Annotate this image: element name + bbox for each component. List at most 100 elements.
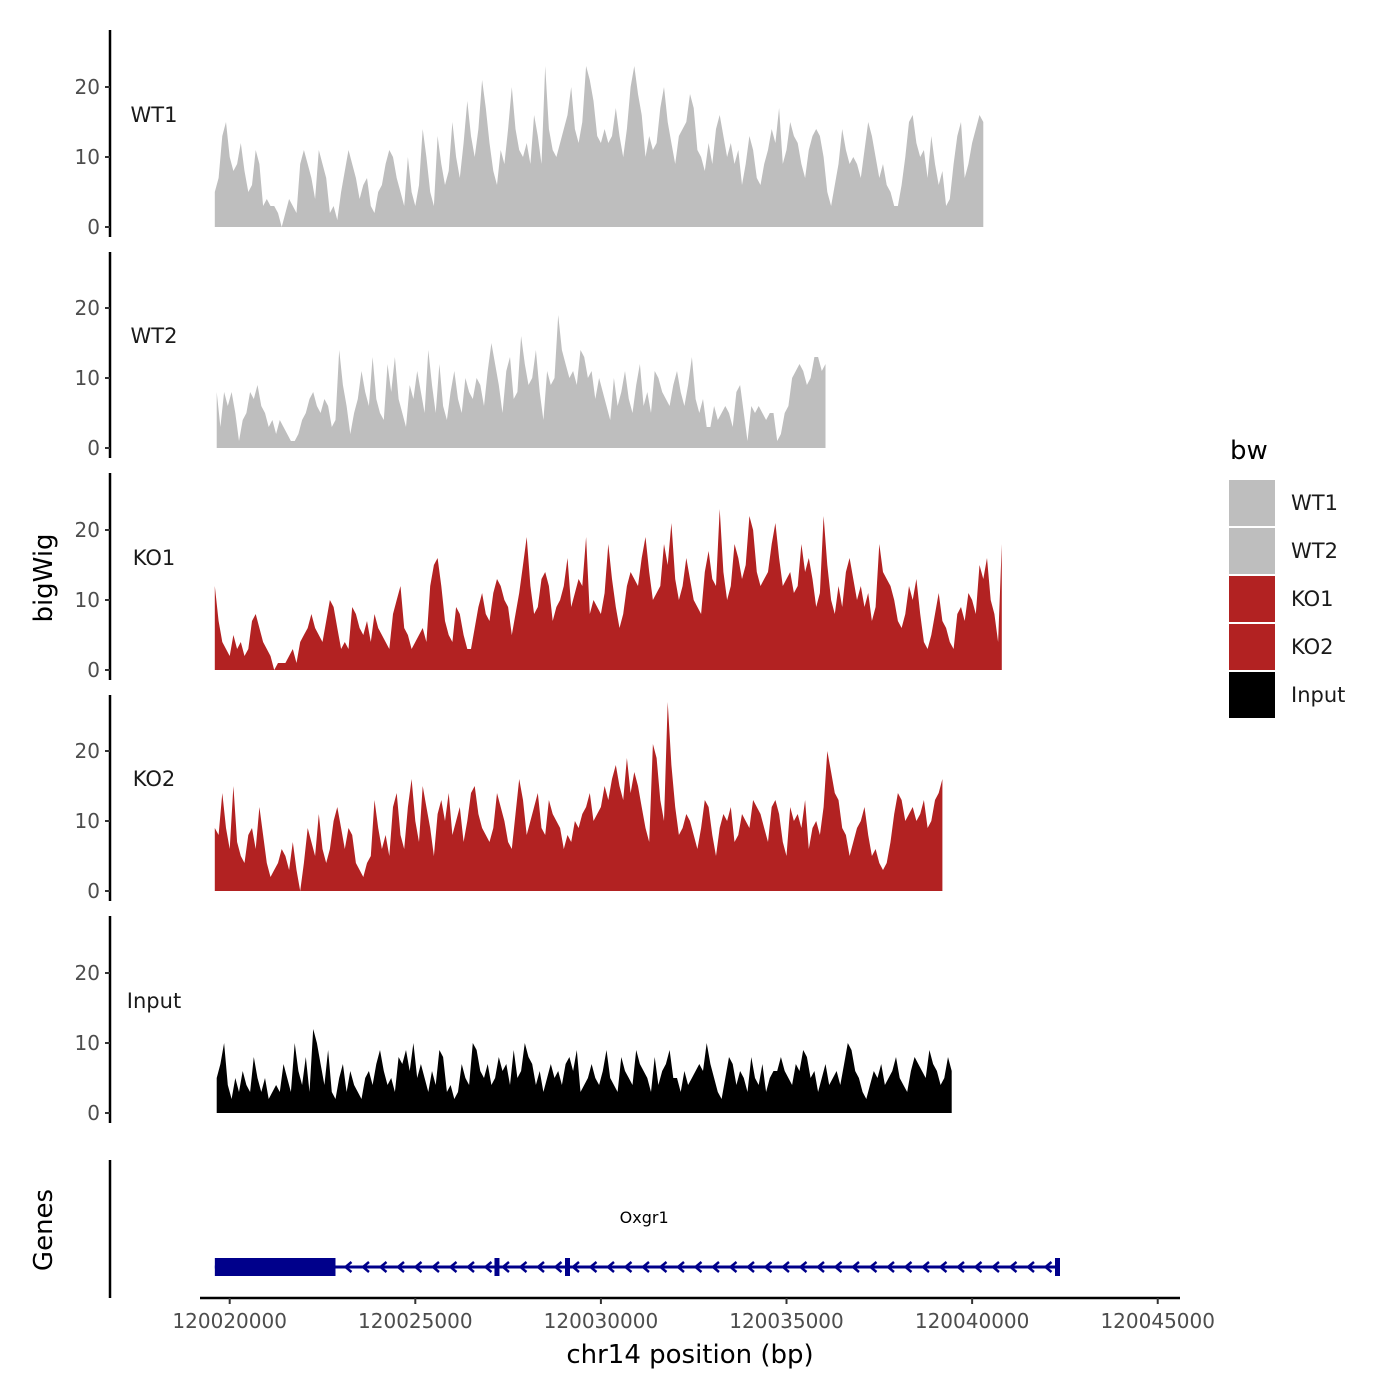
- strand-arrow-icon: [571, 1261, 580, 1273]
- x-axis-title: chr14 position (bp): [566, 1340, 813, 1370]
- coverage-area-ko2: [214, 702, 943, 891]
- x-tick-label: 120045000: [1100, 1309, 1215, 1333]
- strand-arrow-icon: [728, 1261, 738, 1273]
- y-axis-title: bigWig: [29, 533, 59, 622]
- strand-arrow-icon: [886, 1261, 895, 1273]
- coverage-area-ko1: [214, 509, 1002, 670]
- legend-key-wt2: [1229, 528, 1275, 574]
- strand-arrow-icon: [1043, 1261, 1053, 1273]
- legend-title: bw: [1230, 436, 1268, 466]
- gene-exon-mark: [1055, 1258, 1060, 1276]
- track-label: WT1: [131, 103, 178, 127]
- strand-arrow-icon: [536, 1261, 545, 1273]
- strand-arrow-icon: [816, 1261, 825, 1273]
- strand-arrow-icon: [763, 1261, 773, 1273]
- strand-arrow-icon: [588, 1261, 598, 1273]
- genes-axis-title: Genes: [29, 1189, 59, 1271]
- legend-key-ko1: [1229, 576, 1275, 622]
- x-tick-label: 120035000: [729, 1309, 844, 1333]
- strand-arrow-icon: [833, 1261, 843, 1273]
- strand-arrow-icon: [781, 1261, 790, 1273]
- legend: bw WT1 WT2 KO1 KO2 Input: [1229, 436, 1345, 718]
- y-tick-label: 20: [75, 518, 100, 542]
- legend-label: WT2: [1291, 539, 1338, 563]
- track-ko1: 0 10 20 KO1: [75, 473, 1002, 682]
- track-wt1: 0 10 20 WT1: [75, 30, 984, 239]
- x-tick-label: 120020000: [172, 1309, 287, 1333]
- strand-arrow-icon: [676, 1261, 685, 1273]
- strand-arrow-icon: [903, 1261, 913, 1273]
- legend-label: KO2: [1291, 635, 1334, 659]
- strand-arrow-icon: [1026, 1261, 1035, 1273]
- strand-arrow-icon: [378, 1261, 388, 1273]
- y-tick-label: 0: [87, 1101, 100, 1125]
- strand-arrow-icon: [1008, 1261, 1018, 1273]
- legend-label: KO1: [1291, 587, 1334, 611]
- strand-arrow-icon: [746, 1261, 755, 1273]
- y-tick-label: 20: [75, 961, 100, 985]
- track-wt2: 0 10 20 WT2: [75, 252, 826, 460]
- strand-arrow-icon: [553, 1261, 563, 1273]
- y-tick-label: 0: [87, 436, 100, 460]
- genes-track: Oxgr1: [108, 1160, 1060, 1298]
- x-tick-label: 120040000: [915, 1309, 1030, 1333]
- x-tick-label: 120025000: [358, 1309, 473, 1333]
- y-tick-label: 0: [87, 215, 100, 239]
- y-tick-label: 10: [75, 366, 100, 390]
- tracks-area: 0 10 20 WT1 0 10 20 WT2 0 10 20 KO1 0 10 20 KO2 0 10 20 Inp…: [75, 30, 1002, 1125]
- strand-arrow-icon: [711, 1261, 720, 1273]
- y-tick-label: 20: [75, 296, 100, 320]
- x-tick-label: 120030000: [544, 1309, 659, 1333]
- legend-label: WT1: [1291, 491, 1338, 515]
- track-label: KO2: [133, 767, 176, 791]
- strand-arrow-icon: [973, 1261, 983, 1273]
- strand-arrow-icon: [466, 1261, 475, 1273]
- y-tick-label: 20: [75, 75, 100, 99]
- strand-arrow-icon: [851, 1261, 860, 1273]
- gene-exon-block: [214, 1258, 336, 1276]
- gene-exon-mark: [494, 1258, 500, 1276]
- x-axis: 120020000 120025000 120030000 120035000 1200…: [172, 1296, 1215, 1333]
- y-tick-label: 10: [75, 588, 100, 612]
- y-tick-label: 10: [75, 1031, 100, 1055]
- strand-arrow-icon: [991, 1261, 1000, 1273]
- strand-arrow-icon: [868, 1261, 878, 1273]
- coverage-area-wt1: [214, 66, 984, 227]
- legend-key-ko2: [1229, 624, 1275, 670]
- gene-exon-mark: [565, 1258, 570, 1276]
- legend-label: Input: [1291, 683, 1345, 707]
- strand-arrow-icon: [693, 1261, 703, 1273]
- y-tick-label: 10: [75, 809, 100, 833]
- strand-arrow-icon: [623, 1261, 633, 1273]
- legend-key-input: [1229, 672, 1275, 718]
- y-tick-label: 10: [75, 145, 100, 169]
- strand-arrow-icon: [361, 1261, 370, 1273]
- strand-arrow-icon: [448, 1261, 458, 1273]
- strand-arrow-icon: [921, 1261, 930, 1273]
- track-label: KO1: [133, 546, 176, 570]
- y-tick-label: 20: [75, 739, 100, 763]
- coverage-area-input: [216, 1029, 952, 1113]
- strand-arrow-icon: [431, 1261, 440, 1273]
- track-label: WT2: [131, 324, 178, 348]
- strand-arrow-icon: [606, 1261, 615, 1273]
- track-label: Input: [127, 989, 181, 1013]
- strand-arrow-icon: [396, 1261, 405, 1273]
- track-input: 0 10 20 Input: [75, 916, 952, 1125]
- strand-arrow-icon: [641, 1261, 650, 1273]
- strand-arrow-icon: [938, 1261, 948, 1273]
- strand-arrow-icon: [658, 1261, 668, 1273]
- coverage-area-wt2: [216, 315, 826, 448]
- y-tick-label: 0: [87, 879, 100, 903]
- legend-key-wt1: [1229, 480, 1275, 526]
- strand-arrow-icon: [501, 1261, 510, 1273]
- strand-arrow-icon: [956, 1261, 965, 1273]
- y-tick-label: 0: [87, 658, 100, 682]
- track-ko2: 0 10 20 KO2: [75, 695, 943, 903]
- strand-arrow-icon: [518, 1261, 528, 1273]
- strand-arrow-icon: [413, 1261, 423, 1273]
- strand-arrow-icon: [798, 1261, 808, 1273]
- strand-arrow-icon: [343, 1261, 353, 1273]
- gene-name-label: Oxgr1: [620, 1208, 669, 1227]
